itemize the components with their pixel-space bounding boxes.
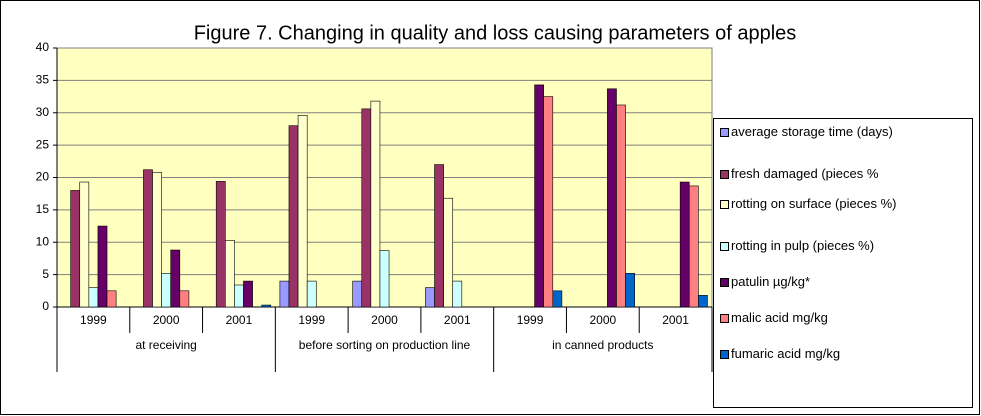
bar [688, 185, 699, 308]
bar [170, 249, 181, 308]
y-tick-label: 30 [36, 105, 50, 119]
bar [443, 197, 454, 308]
legend: average storage time (days) fresh damaged… [713, 118, 973, 408]
group-label: in canned products [552, 338, 654, 352]
bar [625, 273, 635, 308]
legend-item: rotting in pulp (pieces %) [720, 238, 972, 253]
legend-item: rotting on surface (pieces %) [720, 196, 972, 211]
legend-item: average storage time (days) [720, 124, 972, 139]
bar [279, 280, 290, 308]
bar [552, 290, 563, 308]
legend-swatch [720, 200, 729, 209]
y-tick-label: 35 [36, 73, 50, 87]
legend-item: fumaric acid mg/kg [720, 346, 972, 361]
x-tick-label: 2000 [589, 313, 616, 327]
legend-swatch [720, 278, 729, 287]
legend-swatch [720, 128, 729, 137]
bar [361, 108, 372, 308]
legend-label: rotting on surface (pieces %) [731, 196, 897, 211]
y-tick-label: 40 [36, 40, 50, 54]
legend-label: rotting in pulp (pieces %) [731, 238, 875, 253]
legend-label: malic acid mg/kg [731, 310, 828, 325]
legend-label: patulin µg/kg* [731, 274, 811, 289]
x-tick-label: 2000 [153, 313, 180, 327]
bar [70, 190, 81, 308]
bar [425, 287, 435, 308]
legend-label: fresh damaged (pieces % [731, 166, 879, 181]
bar [370, 100, 381, 308]
y-tick-label: 25 [36, 137, 50, 151]
y-tick-label: 0 [42, 299, 49, 313]
bar [79, 181, 90, 308]
y-tick-label: 10 [36, 234, 50, 248]
bar [215, 181, 226, 308]
x-tick-label: 2001 [662, 313, 689, 327]
legend-swatch [720, 170, 729, 179]
bar [352, 280, 363, 308]
bar [261, 304, 272, 308]
x-tick-label: 1999 [80, 313, 107, 327]
bar [534, 84, 545, 308]
legend-label: fumaric acid mg/kg [731, 346, 841, 361]
bar [97, 225, 108, 308]
bar [161, 273, 172, 308]
bar [234, 284, 244, 308]
legend-item: patulin µg/kg* [720, 274, 972, 289]
bar [434, 164, 444, 308]
bar [543, 96, 554, 308]
group-label: at receiving [135, 338, 197, 352]
x-tick-label: 2001 [444, 313, 471, 327]
bar [179, 290, 190, 308]
legend-swatch [720, 242, 729, 251]
legend-item: malic acid mg/kg [720, 310, 972, 325]
x-tick-label: 1999 [298, 313, 325, 327]
bar [224, 240, 235, 308]
bar [88, 287, 99, 308]
legend-swatch [720, 314, 729, 323]
bar [679, 181, 690, 308]
bar [243, 280, 253, 308]
bar [106, 290, 117, 308]
x-tick-label: 2000 [371, 313, 398, 327]
bar [616, 104, 626, 308]
y-tick-label: 20 [36, 170, 50, 184]
bar [306, 280, 317, 308]
bar [379, 250, 390, 308]
y-tick-label: 5 [42, 267, 49, 281]
bar [452, 280, 463, 308]
bar [152, 172, 162, 308]
y-tick-label: 15 [36, 202, 50, 216]
x-tick-label: 1999 [517, 313, 544, 327]
legend-swatch [720, 350, 729, 359]
bar [607, 88, 617, 308]
bar [698, 295, 708, 308]
group-label: before sorting on production line [298, 338, 471, 352]
legend-item: fresh damaged (pieces % [720, 166, 972, 181]
bar [143, 169, 153, 308]
bar [297, 115, 308, 308]
x-tick-label: 2001 [226, 313, 253, 327]
legend-label: average storage time (days) [731, 124, 893, 139]
chart-title: Figure 7. Changing in quality and loss c… [194, 22, 797, 44]
bar [288, 125, 299, 308]
